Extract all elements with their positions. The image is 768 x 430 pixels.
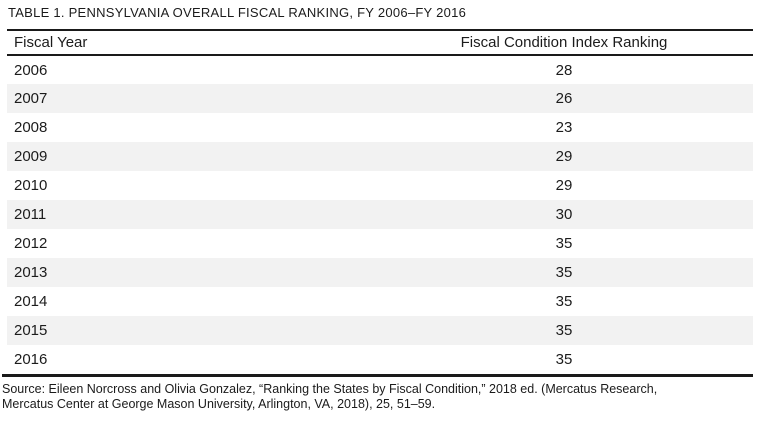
ranking-cell: 35 xyxy=(555,351,573,368)
fiscal-year-cell: 2015 xyxy=(14,322,48,339)
ranking-cell: 35 xyxy=(555,235,573,252)
fiscal-ranking-table: Fiscal Year Fiscal Condition Index Ranki… xyxy=(7,29,753,374)
column-header-fiscal-year: Fiscal Year xyxy=(7,30,375,56)
fiscal-year-cell: 2014 xyxy=(14,293,48,310)
fiscal-year-cell: 2011 xyxy=(14,206,47,223)
ranking-cell: 29 xyxy=(555,148,573,165)
ranking-cell: 35 xyxy=(555,322,573,339)
ranking-cell: 28 xyxy=(555,61,573,79)
header-row: Fiscal Year Fiscal Condition Index Ranki… xyxy=(7,30,753,56)
table-row: 2015 35 xyxy=(7,316,753,345)
fiscal-year-cell: 2008 xyxy=(14,119,48,136)
source-line-1: Source: Eileen Norcross and Olivia Gonza… xyxy=(2,382,658,396)
fiscal-year-cell: 2007 xyxy=(14,90,48,107)
fiscal-year-cell: 2006 xyxy=(14,61,48,79)
table-row: 2010 29 xyxy=(7,171,753,200)
ranking-cell: 29 xyxy=(555,177,573,194)
fiscal-year-cell: 2013 xyxy=(14,264,48,281)
table-row: 2014 35 xyxy=(7,287,753,316)
table-row: 2008 23 xyxy=(7,113,753,142)
source-line-2: Mercatus Center at George Mason Universi… xyxy=(2,397,436,411)
table-row: 2016 35 xyxy=(7,345,753,374)
ranking-cell: 26 xyxy=(555,90,573,107)
fiscal-year-cell: 2009 xyxy=(14,148,48,165)
table-row: 2013 35 xyxy=(7,258,753,287)
table-row: 2006 28 xyxy=(7,55,753,84)
ranking-cell: 35 xyxy=(555,264,573,281)
source-note: Source: Eileen Norcross and Olivia Gonza… xyxy=(2,382,758,412)
fiscal-year-cell: 2012 xyxy=(14,235,48,252)
ranking-cell: 23 xyxy=(555,119,573,136)
ranking-cell: 30 xyxy=(555,206,573,223)
table-row: 2011 30 xyxy=(7,200,753,229)
table-row: 2007 26 xyxy=(7,84,753,113)
table-row: 2009 29 xyxy=(7,142,753,171)
fiscal-year-cell: 2010 xyxy=(14,177,48,194)
table-title: TABLE 1. PENNSYLVANIA OVERALL FISCAL RAN… xyxy=(8,5,467,20)
table-row: 2012 35 xyxy=(7,229,753,258)
column-header-ranking: Fiscal Condition Index Ranking xyxy=(375,30,753,56)
bottom-rule xyxy=(2,374,753,377)
fiscal-year-cell: 2016 xyxy=(14,351,48,368)
ranking-cell: 35 xyxy=(555,293,573,310)
